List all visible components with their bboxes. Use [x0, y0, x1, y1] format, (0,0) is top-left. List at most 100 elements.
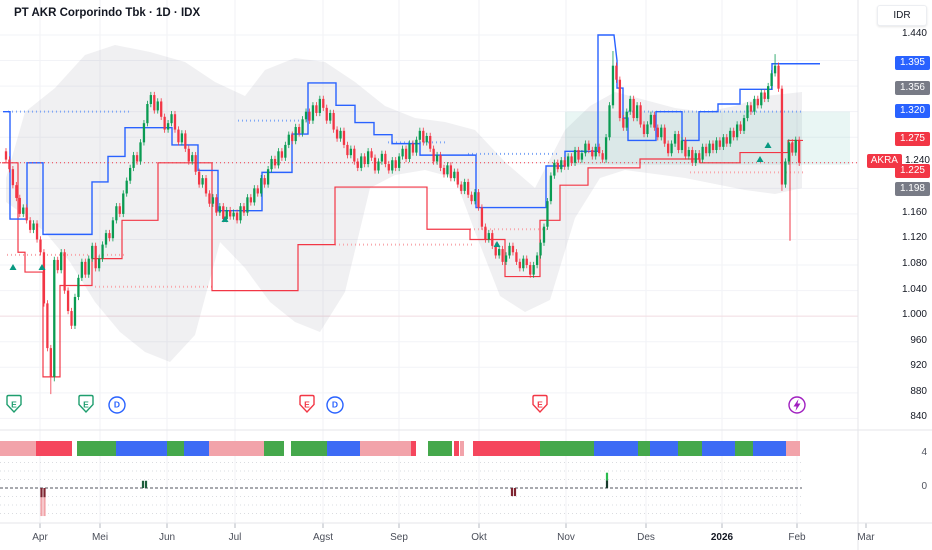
trend-strip-segment	[594, 441, 638, 456]
candle-body	[780, 88, 784, 185]
candle-body	[711, 143, 715, 151]
candle-body	[398, 156, 401, 168]
candle-body	[253, 188, 256, 203]
candle-body	[204, 178, 208, 194]
candle-body	[466, 181, 470, 195]
candle-body	[491, 233, 494, 246]
candle-body	[39, 239, 42, 253]
candle-body	[425, 135, 428, 143]
earnings-icon[interactable]: E	[6, 394, 22, 414]
candle-body	[87, 258, 90, 275]
candle-body	[767, 86, 770, 99]
candle-body	[546, 201, 549, 227]
trend-strip-segment	[735, 441, 753, 456]
indicator-cloud	[6, 45, 802, 362]
candle-body	[97, 258, 101, 269]
dividend-icon[interactable]: D	[108, 396, 126, 414]
candle-body	[529, 265, 532, 275]
candle-body	[56, 259, 59, 271]
candle-body	[249, 197, 253, 203]
candle-body	[494, 245, 497, 256]
histogram-bar	[40, 497, 43, 517]
candle-body	[522, 258, 525, 269]
trend-strip-segment	[702, 441, 735, 456]
candle-body	[473, 192, 477, 202]
candle-body	[235, 212, 239, 221]
histogram-bar	[605, 480, 609, 488]
dividend-icon[interactable]: D	[326, 396, 344, 414]
candle-body	[773, 65, 777, 74]
candle-body	[598, 146, 601, 154]
candle-body	[222, 206, 225, 220]
candle-body	[632, 98, 635, 119]
trend-strip-segment	[753, 441, 786, 456]
candle-body	[725, 137, 728, 144]
candle-body	[104, 233, 108, 245]
candle-body	[373, 157, 377, 171]
candle-body	[35, 223, 39, 240]
candle-body	[439, 155, 442, 168]
trend-strip-segment	[786, 441, 800, 456]
candle-body	[280, 151, 284, 158]
candle-body	[115, 206, 118, 221]
earnings-icon[interactable]: E	[299, 394, 315, 414]
candle-body	[746, 105, 749, 119]
trend-strip-segment	[678, 441, 702, 456]
candle-body	[687, 150, 690, 157]
icon-letter: E	[537, 400, 543, 410]
candle-body	[291, 134, 294, 142]
candle-body	[218, 206, 221, 213]
histogram-bar	[141, 480, 145, 488]
symbol-title[interactable]: PT AKR Corporindo Tbk · 1D · IDX	[14, 7, 201, 19]
candle-body	[680, 140, 684, 151]
candle-body	[560, 160, 563, 170]
candle-body	[160, 101, 163, 117]
trend-strip-segment	[77, 441, 116, 456]
candle-body	[449, 165, 453, 179]
buy-marker-icon	[9, 264, 17, 270]
trend-strip-segment	[473, 441, 540, 456]
candle-body	[266, 169, 270, 185]
candle-body	[53, 259, 56, 377]
candle-body	[480, 207, 484, 227]
candle-body	[791, 142, 794, 153]
candle-body	[639, 105, 642, 125]
candle-body	[504, 255, 508, 262]
candle-body	[349, 148, 353, 156]
candle-body	[329, 112, 332, 121]
candle-body	[91, 245, 94, 259]
candle-body	[735, 124, 739, 138]
candle-body	[418, 130, 421, 140]
candle-body	[653, 114, 656, 128]
candle-body	[8, 159, 11, 170]
earnings-icon[interactable]: E	[532, 394, 548, 414]
candle-body	[477, 192, 480, 208]
lightning-icon[interactable]	[788, 396, 806, 414]
candle-body	[487, 233, 490, 240]
candle-body	[22, 207, 25, 214]
trend-strip-segment	[428, 441, 452, 456]
candle-body	[587, 143, 590, 151]
candle-body	[308, 111, 311, 121]
candle-body	[611, 65, 615, 106]
candle-body	[498, 249, 501, 256]
trend-strip-segment	[264, 441, 284, 456]
candle-body	[615, 65, 618, 80]
candle-body	[118, 206, 121, 214]
candle-body	[318, 98, 321, 113]
trend-strip-segment	[540, 441, 594, 456]
candle-body	[263, 178, 266, 185]
histogram-bar	[144, 480, 148, 488]
candle-body	[180, 133, 184, 143]
candle-body	[584, 143, 587, 154]
candle-body	[729, 130, 732, 144]
candle-body	[777, 65, 780, 89]
earnings-icon	[6, 394, 22, 414]
candle-body	[508, 245, 511, 256]
candle-body	[742, 118, 746, 131]
earnings-icon[interactable]: E	[78, 394, 94, 414]
candle-body	[211, 197, 215, 204]
candle-body	[229, 210, 232, 217]
candle-body	[756, 98, 759, 106]
